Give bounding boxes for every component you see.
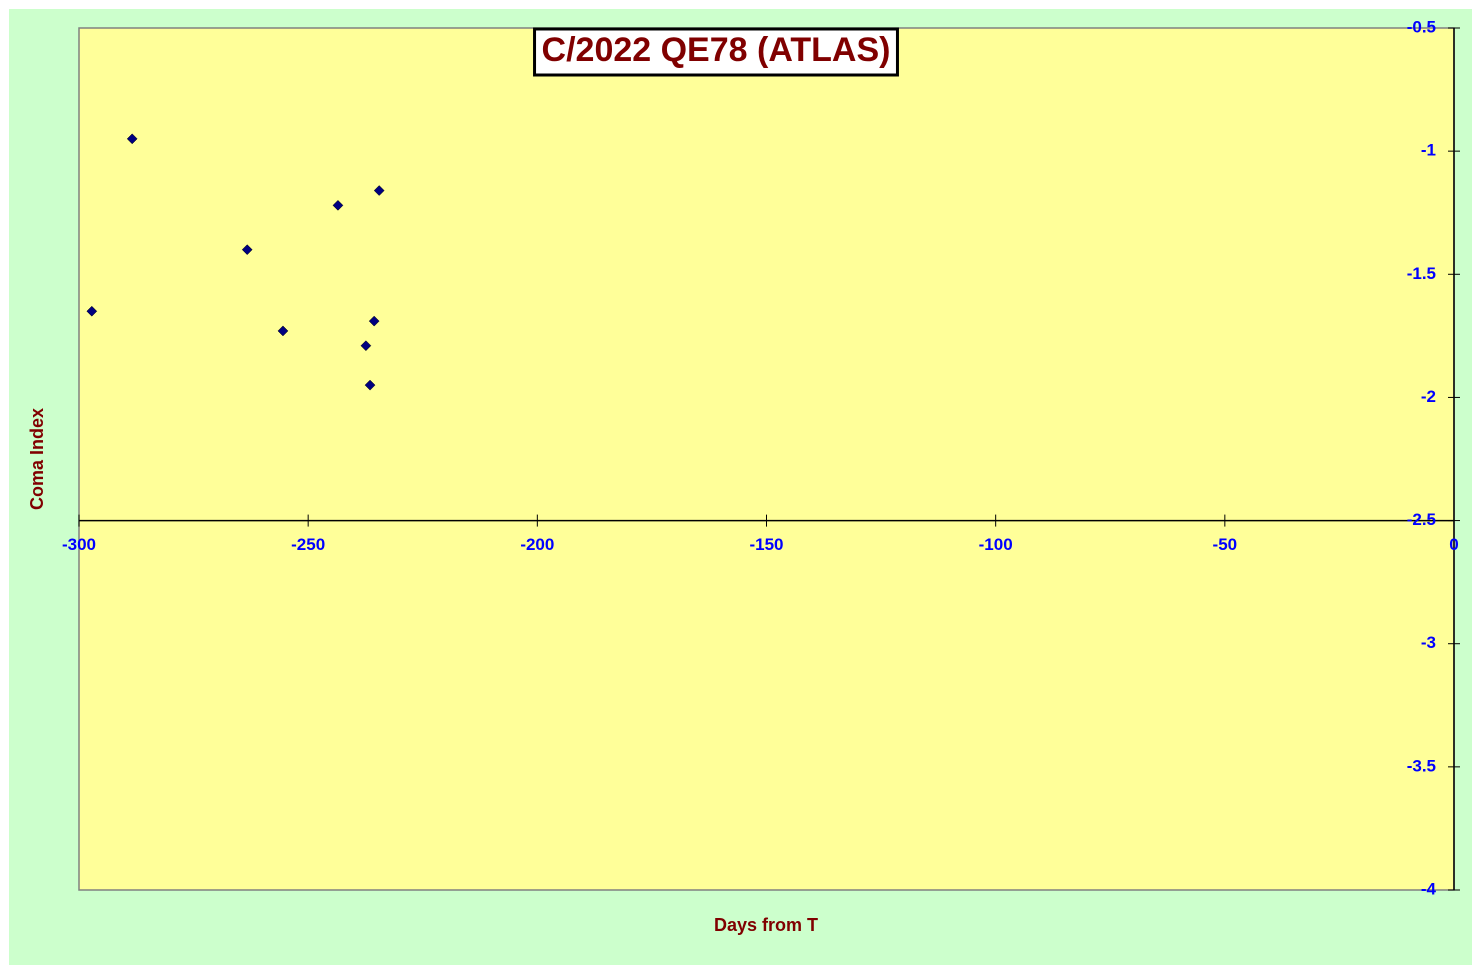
y-tick-label: -2 (1421, 387, 1436, 406)
x-tick-label: -200 (520, 535, 554, 554)
data-point (86, 305, 98, 317)
y-tick-label: -3 (1421, 633, 1436, 652)
y-tick-label: -1 (1421, 141, 1436, 160)
x-tick-label: -150 (749, 535, 783, 554)
x-tick-label: 0 (1449, 535, 1458, 554)
chart-title: C/2022 QE78 (ATLAS) (542, 31, 891, 69)
data-point (332, 199, 344, 211)
y-tick-label: -2.5 (1407, 510, 1436, 529)
data-point (126, 133, 138, 145)
y-tick-label: -0.5 (1407, 17, 1436, 36)
title-box (533, 27, 899, 77)
y-axis-title: Coma Index (27, 408, 47, 510)
data-point (277, 325, 289, 337)
x-tick-label: -100 (979, 535, 1013, 554)
x-tick-label: -250 (291, 535, 325, 554)
y-tick-label: -3.5 (1407, 756, 1436, 775)
x-tick-label: -50 (1213, 535, 1238, 554)
data-point (364, 379, 376, 391)
data-point (368, 315, 380, 327)
data-point (360, 340, 372, 352)
y-tick-label: -4 (1421, 879, 1437, 898)
x-tick-label: -300 (62, 535, 96, 554)
data-point (373, 185, 385, 196)
y-tick-label: -1.5 (1407, 264, 1436, 283)
data-point (241, 244, 253, 256)
x-axis-title: Days from T (714, 915, 818, 935)
plot-area (78, 27, 1455, 891)
